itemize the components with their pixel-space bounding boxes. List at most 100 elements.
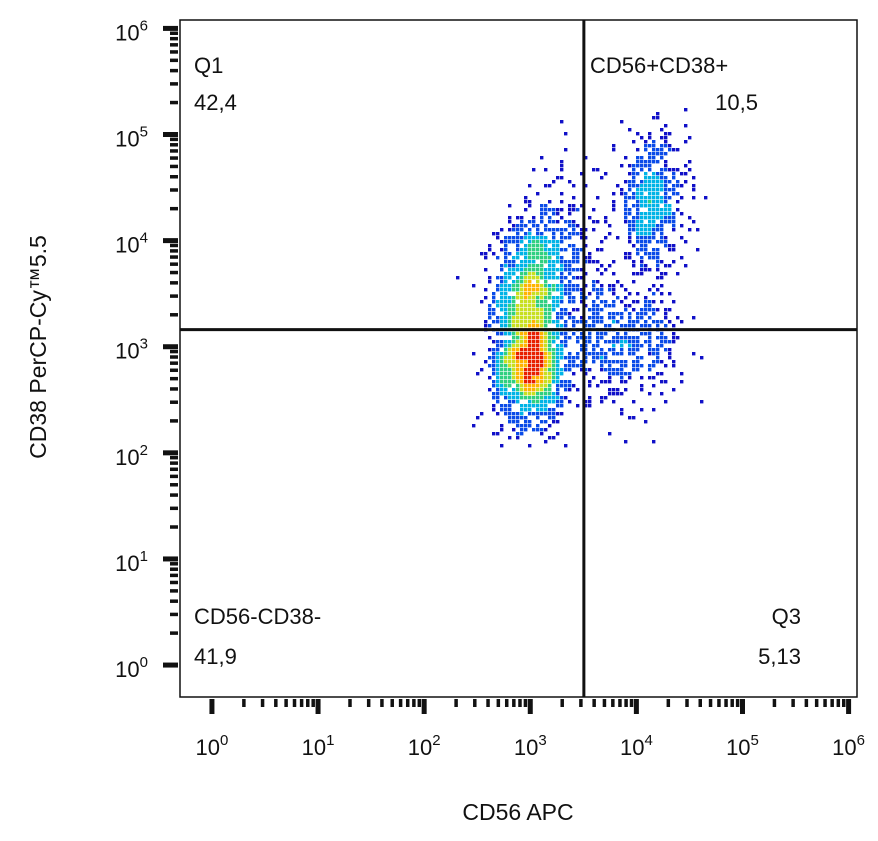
event-dot — [668, 220, 672, 224]
event-dot — [648, 156, 652, 160]
event-dot — [668, 264, 672, 268]
event-dot — [584, 272, 588, 276]
event-dot — [644, 196, 648, 200]
event-dot — [632, 184, 636, 188]
event-dot — [608, 372, 612, 376]
event-dot — [620, 316, 624, 320]
event-dot — [540, 364, 544, 368]
event-dot — [504, 412, 508, 416]
event-dot — [664, 264, 668, 268]
event-dot — [576, 336, 580, 340]
event-dot — [552, 260, 556, 264]
event-dot — [632, 196, 636, 200]
event-dot — [496, 288, 500, 292]
event-dot — [580, 292, 584, 296]
event-dot — [544, 368, 548, 372]
event-dot — [496, 256, 500, 260]
event-dot — [544, 304, 548, 308]
event-dot — [640, 308, 644, 312]
event-dot — [596, 260, 600, 264]
event-dot — [508, 400, 512, 404]
event-dot — [660, 320, 664, 324]
event-dot — [636, 200, 640, 204]
event-dot — [664, 180, 668, 184]
event-dot — [540, 340, 544, 344]
event-dot — [520, 408, 524, 412]
event-dot — [604, 216, 608, 220]
event-dot — [556, 388, 560, 392]
event-dot — [508, 408, 512, 412]
event-dot — [524, 284, 528, 288]
event-dot — [616, 320, 620, 324]
event-dot — [640, 260, 644, 264]
event-dot — [640, 312, 644, 316]
event-dot — [512, 356, 516, 360]
event-dot — [660, 284, 664, 288]
event-dot — [504, 284, 508, 288]
event-dot — [564, 340, 568, 344]
event-dot — [492, 364, 496, 368]
event-dot — [616, 280, 620, 284]
event-dot — [564, 368, 568, 372]
event-dot — [540, 284, 544, 288]
event-dot — [564, 288, 568, 292]
event-dot — [528, 344, 532, 348]
event-dot — [556, 384, 560, 388]
event-dot — [560, 384, 564, 388]
event-dot — [508, 308, 512, 312]
event-dot — [576, 340, 580, 344]
event-dot — [540, 316, 544, 320]
event-dot — [560, 192, 564, 196]
event-dot — [512, 344, 516, 348]
event-dot — [504, 244, 508, 248]
event-dot — [532, 256, 536, 260]
event-dot — [608, 340, 612, 344]
event-dot — [564, 228, 568, 232]
event-dot — [572, 320, 576, 324]
event-dot — [596, 268, 600, 272]
event-dot — [624, 256, 628, 260]
event-dot — [624, 336, 628, 340]
event-dot — [532, 300, 536, 304]
event-dot — [540, 368, 544, 372]
event-dot — [528, 408, 532, 412]
event-dot — [516, 392, 520, 396]
event-dot — [552, 284, 556, 288]
event-dot — [552, 352, 556, 356]
event-dot — [552, 380, 556, 384]
event-dot — [524, 320, 528, 324]
event-dot — [512, 256, 516, 260]
event-dot — [552, 408, 556, 412]
event-dot — [624, 200, 628, 204]
event-dot — [560, 400, 564, 404]
event-dot — [560, 332, 564, 336]
event-dot — [576, 364, 580, 368]
event-dot — [532, 356, 536, 360]
event-dot — [648, 144, 652, 148]
event-dot — [528, 268, 532, 272]
event-dot — [560, 248, 564, 252]
event-dot — [644, 224, 648, 228]
event-dot — [536, 392, 540, 396]
event-dot — [668, 248, 672, 252]
event-dot — [564, 356, 568, 360]
event-dot — [564, 148, 568, 152]
event-dot — [500, 268, 504, 272]
event-dot — [600, 332, 604, 336]
event-dot — [636, 160, 640, 164]
event-dot — [656, 276, 660, 280]
event-dot — [644, 332, 648, 336]
event-dot — [544, 376, 548, 380]
event-dot — [512, 308, 516, 312]
event-dot — [668, 320, 672, 324]
event-dot — [612, 284, 616, 288]
event-dot — [636, 224, 640, 228]
event-dot — [636, 364, 640, 368]
event-dot — [564, 308, 568, 312]
event-dot — [520, 352, 524, 356]
event-dot — [660, 212, 664, 216]
event-dot — [612, 200, 616, 204]
event-dot — [472, 284, 476, 288]
event-dot — [532, 352, 536, 356]
event-dot — [552, 272, 556, 276]
